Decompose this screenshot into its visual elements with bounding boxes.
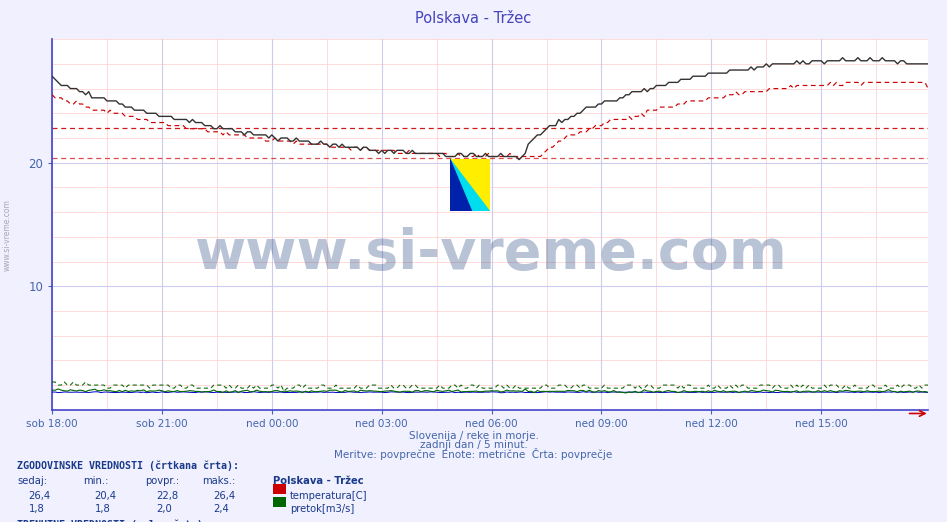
Polygon shape xyxy=(450,159,490,211)
Text: 22,8: 22,8 xyxy=(156,491,178,501)
Text: pretok[m3/s]: pretok[m3/s] xyxy=(290,504,354,514)
Polygon shape xyxy=(450,159,472,211)
Text: 26,4: 26,4 xyxy=(213,491,235,501)
Text: 1,8: 1,8 xyxy=(95,504,111,514)
Polygon shape xyxy=(450,159,490,211)
Text: temperatura[C]: temperatura[C] xyxy=(290,491,367,501)
Text: Polskava - Tržec: Polskava - Tržec xyxy=(416,11,531,27)
Text: ZGODOVINSKE VREDNOSTI (črtkana črta):: ZGODOVINSKE VREDNOSTI (črtkana črta): xyxy=(17,460,239,471)
Text: Meritve: povprečne  Enote: metrične  Črta: povprečje: Meritve: povprečne Enote: metrične Črta:… xyxy=(334,448,613,460)
Text: povpr.:: povpr.: xyxy=(145,476,179,486)
Text: TRENUTNE VREDNOSTI (polna črta):: TRENUTNE VREDNOSTI (polna črta): xyxy=(17,519,209,522)
Text: 1,8: 1,8 xyxy=(28,504,45,514)
Text: zadnji dan / 5 minut.: zadnji dan / 5 minut. xyxy=(420,440,527,449)
Text: www.si-vreme.com: www.si-vreme.com xyxy=(194,227,786,281)
Text: min.:: min.: xyxy=(83,476,109,486)
Text: www.si-vreme.com: www.si-vreme.com xyxy=(3,199,12,271)
Text: 2,0: 2,0 xyxy=(156,504,172,514)
Text: Slovenija / reke in morje.: Slovenija / reke in morje. xyxy=(408,431,539,441)
Text: maks.:: maks.: xyxy=(202,476,235,486)
Text: 2,4: 2,4 xyxy=(213,504,229,514)
Text: Polskava - Tržec: Polskava - Tržec xyxy=(273,476,364,486)
Text: 26,4: 26,4 xyxy=(28,491,50,501)
Text: 20,4: 20,4 xyxy=(95,491,116,501)
Text: sedaj:: sedaj: xyxy=(17,476,47,486)
